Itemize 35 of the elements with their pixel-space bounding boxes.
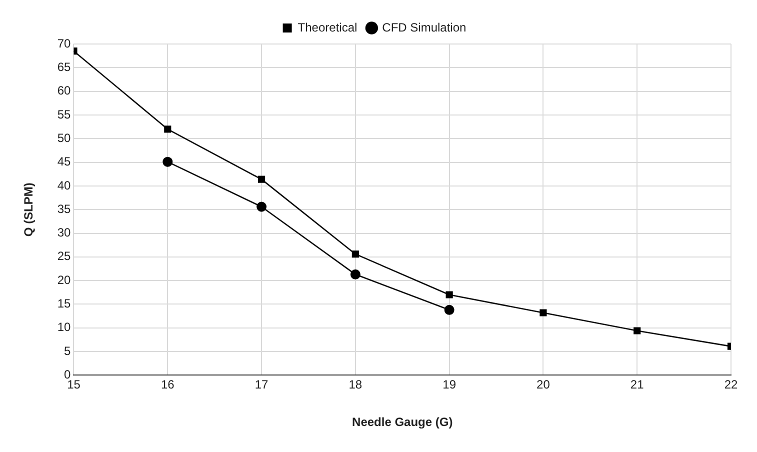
x-tick-label: 22 bbox=[724, 378, 738, 392]
point bbox=[258, 176, 266, 183]
x-tick-label: 16 bbox=[160, 378, 175, 392]
y-tick-label: 50 bbox=[57, 130, 72, 145]
x-tick-label: 20 bbox=[536, 378, 550, 392]
point bbox=[634, 327, 641, 334]
y-tick-label: 60 bbox=[57, 84, 72, 98]
y-tick-label: 55 bbox=[57, 107, 72, 122]
x-tick-label: 18 bbox=[348, 378, 362, 392]
y-tick-label: 40 bbox=[57, 178, 72, 192]
point bbox=[446, 291, 453, 298]
y-tick-label: 30 bbox=[57, 226, 72, 240]
x-tick-label: 19 bbox=[442, 378, 456, 392]
point bbox=[540, 309, 547, 316]
point bbox=[350, 269, 360, 280]
point bbox=[256, 202, 267, 212]
point bbox=[444, 304, 454, 315]
y-tick-label: 5 bbox=[64, 344, 72, 358]
y-tick-label: 10 bbox=[57, 320, 72, 334]
y-axis-title: Q (SLPM) bbox=[22, 182, 36, 237]
point bbox=[164, 126, 172, 133]
y-tick-label: 20 bbox=[57, 272, 72, 287]
legend-label: Theoretical bbox=[298, 20, 358, 34]
x-axis-title: Needle Gauge (G) bbox=[352, 415, 453, 430]
legend-label: CFD Simulation bbox=[382, 20, 466, 34]
y-tick-label: 35 bbox=[57, 202, 72, 216]
y-tick-label: 15 bbox=[57, 296, 72, 311]
x-tick-label: 21 bbox=[630, 378, 644, 392]
x-tick-label: 17 bbox=[254, 378, 269, 392]
point bbox=[352, 250, 359, 258]
y-tick-label: 70 bbox=[57, 36, 72, 50]
point bbox=[162, 156, 173, 167]
y-tick-label: 45 bbox=[57, 154, 72, 169]
y-tick-label: 25 bbox=[57, 249, 72, 264]
y-tick-label: 65 bbox=[57, 60, 72, 74]
